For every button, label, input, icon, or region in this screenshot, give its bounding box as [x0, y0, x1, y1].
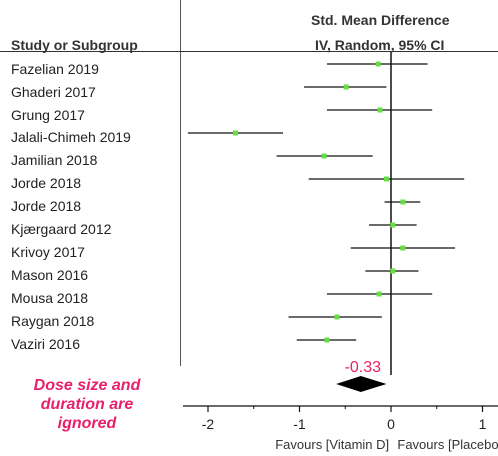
- effect-header-line2: IV, Random, 95% CI: [315, 37, 445, 53]
- effect-marker: [390, 268, 396, 274]
- study-name: Jamilian 2018: [11, 152, 98, 168]
- study-name: Jorde 2018: [11, 198, 82, 214]
- study-name: Raygan 2018: [11, 313, 95, 329]
- x-tick-label: 1: [479, 416, 487, 432]
- effect-marker: [334, 314, 340, 320]
- study-column-header: Study or Subgroup: [11, 37, 138, 53]
- study-name: Fazelian 2019: [11, 61, 99, 77]
- effect-marker: [400, 199, 406, 205]
- effect-header-line1: Std. Mean Difference: [311, 12, 450, 28]
- x-tick-label: -2: [202, 416, 215, 432]
- effect-marker: [400, 245, 406, 251]
- effect-marker: [375, 61, 381, 67]
- study-name: Ghaderi 2017: [11, 84, 96, 100]
- x-tick-label: 0: [387, 416, 395, 432]
- effect-marker: [390, 222, 396, 228]
- effect-marker: [324, 337, 330, 343]
- effect-marker: [377, 107, 383, 113]
- effect-marker: [376, 291, 382, 297]
- effect-marker: [343, 84, 349, 90]
- effect-marker: [321, 153, 327, 159]
- study-name: Jorde 2018: [11, 175, 82, 191]
- study-name: Krivoy 2017: [11, 244, 85, 260]
- study-name: Vaziri 2016: [11, 336, 81, 352]
- effect-marker: [232, 130, 238, 136]
- annotation-line3: ignored: [57, 415, 117, 432]
- study-name: Mousa 2018: [11, 290, 89, 306]
- pooled-diamond: [336, 376, 387, 392]
- pooled-estimate-label: -0.33: [345, 359, 382, 376]
- study-name: Mason 2016: [11, 267, 89, 283]
- annotation-line2: duration are: [40, 396, 134, 413]
- study-name: Jalali-Chimeh 2019: [11, 129, 131, 145]
- effect-marker: [383, 176, 389, 182]
- x-tick-label: -1: [293, 416, 306, 432]
- column-divider: [180, 0, 181, 366]
- header-rule: [0, 51, 498, 52]
- study-name: Grung 2017: [11, 107, 85, 123]
- favours-right-label: Favours [Placebo]: [397, 437, 498, 452]
- annotation-line1: Dose size and: [33, 377, 141, 394]
- annotation-note: Dose size and duration are ignored: [2, 376, 172, 433]
- favours-left-label: Favours [Vitamin D]: [275, 437, 389, 452]
- study-name: Kjærgaard 2012: [11, 221, 112, 237]
